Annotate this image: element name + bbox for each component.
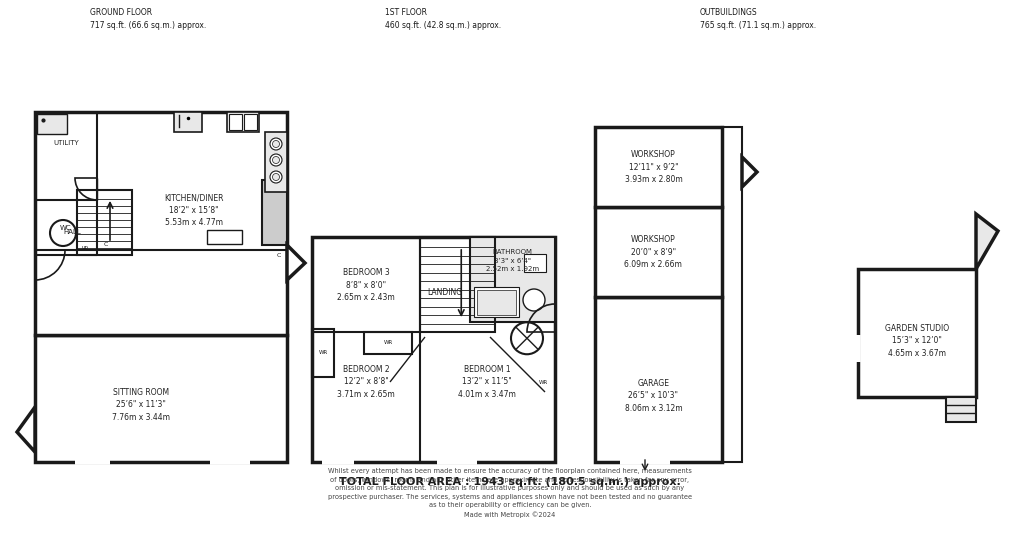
Text: TOTAL FLOOR AREA : 1943 sq.ft. (180.5 sq.m.) approx.: TOTAL FLOOR AREA : 1943 sq.ft. (180.5 sq… bbox=[338, 477, 681, 487]
Bar bbox=[594, 297, 721, 462]
Bar bbox=[312, 328, 333, 377]
Text: C: C bbox=[104, 242, 108, 247]
Bar bbox=[420, 237, 494, 332]
Bar bbox=[226, 112, 258, 132]
Circle shape bbox=[270, 138, 281, 150]
Text: BEDROOM 3
8’8" x 8’0"
2.65m x 2.43m: BEDROOM 3 8’8" x 8’0" 2.65m x 2.43m bbox=[337, 268, 394, 302]
Circle shape bbox=[270, 171, 281, 183]
Polygon shape bbox=[975, 214, 997, 269]
Bar bbox=[207, 230, 242, 244]
Text: OUTBUILDINGS
765 sq.ft. (71.1 sq.m.) approx.: OUTBUILDINGS 765 sq.ft. (71.1 sq.m.) app… bbox=[699, 8, 815, 29]
Circle shape bbox=[272, 140, 279, 147]
Text: WR: WR bbox=[538, 379, 547, 384]
Text: WR: WR bbox=[383, 340, 392, 345]
Polygon shape bbox=[17, 407, 35, 452]
Bar bbox=[244, 114, 256, 130]
Text: LANDING: LANDING bbox=[427, 287, 462, 296]
Text: WC: WC bbox=[60, 224, 71, 230]
Bar bbox=[524, 254, 545, 272]
Bar bbox=[477, 290, 516, 315]
Text: GARDEN STUDIO
15’3" x 12’0"
4.65m x 3.67m: GARDEN STUDIO 15’3" x 12’0" 4.65m x 3.67… bbox=[884, 324, 948, 358]
Polygon shape bbox=[286, 245, 305, 280]
Bar bbox=[857, 269, 975, 397]
Text: 1ST FLOOR
460 sq.ft. (42.8 sq.m.) approx.: 1ST FLOOR 460 sq.ft. (42.8 sq.m.) approx… bbox=[384, 8, 500, 29]
Bar bbox=[35, 112, 286, 335]
Text: BEDROOM 2
12’2" x 8’8"
3.71m x 2.65m: BEDROOM 2 12’2" x 8’8" 3.71m x 2.65m bbox=[337, 365, 394, 399]
Bar bbox=[594, 207, 721, 297]
Bar bbox=[721, 127, 741, 462]
Text: GROUND FLOOR
717 sq.ft. (66.6 sq.m.) approx.: GROUND FLOOR 717 sq.ft. (66.6 sq.m.) app… bbox=[90, 8, 206, 29]
Text: C: C bbox=[276, 253, 281, 257]
Bar bbox=[265, 132, 286, 192]
Bar bbox=[364, 332, 412, 354]
Bar bbox=[228, 114, 242, 130]
Text: UTILITY: UTILITY bbox=[53, 140, 78, 146]
Polygon shape bbox=[741, 157, 756, 187]
Text: KITCHEN/DINER
18’2" x 15’8"
5.53m x 4.77m: KITCHEN/DINER 18’2" x 15’8" 5.53m x 4.77… bbox=[164, 193, 223, 227]
Bar bbox=[173, 112, 202, 132]
Text: GARAGE
26’5" x 10’3"
8.06m x 3.12m: GARAGE 26’5" x 10’3" 8.06m x 3.12m bbox=[624, 379, 682, 413]
Bar bbox=[35, 335, 286, 462]
Bar bbox=[312, 237, 554, 462]
Text: SITTING ROOM
25’6" x 11’3"
7.76m x 3.44m: SITTING ROOM 25’6" x 11’3" 7.76m x 3.44m bbox=[112, 388, 170, 422]
Text: WORKSHOP
12’11" x 9’2"
3.93m x 2.80m: WORKSHOP 12’11" x 9’2" 3.93m x 2.80m bbox=[624, 150, 682, 184]
Bar bbox=[594, 127, 721, 207]
Bar bbox=[76, 190, 131, 255]
Text: WR: WR bbox=[318, 350, 327, 355]
Bar bbox=[474, 287, 519, 317]
Circle shape bbox=[272, 157, 279, 164]
Bar bbox=[262, 180, 286, 245]
Circle shape bbox=[272, 173, 279, 180]
Text: BEDROOM 1
13’2" x 11’5"
4.01m x 3.47m: BEDROOM 1 13’2" x 11’5" 4.01m x 3.47m bbox=[458, 365, 516, 399]
Text: HALL: HALL bbox=[63, 229, 81, 235]
Text: BATHROOM
8’3" x 6’4"
2.52m x 1.92m: BATHROOM 8’3" x 6’4" 2.52m x 1.92m bbox=[485, 249, 538, 272]
Text: Whilst every attempt has been made to ensure the accuracy of the floorplan conta: Whilst every attempt has been made to en… bbox=[328, 468, 691, 518]
Text: WORKSHOP
20’0" x 8’9"
6.09m x 2.66m: WORKSHOP 20’0" x 8’9" 6.09m x 2.66m bbox=[624, 235, 682, 269]
Circle shape bbox=[523, 289, 544, 311]
Circle shape bbox=[50, 220, 76, 246]
Polygon shape bbox=[945, 397, 975, 422]
Text: up: up bbox=[82, 244, 89, 249]
Bar bbox=[37, 114, 67, 134]
Bar bbox=[470, 237, 554, 322]
Circle shape bbox=[270, 154, 281, 166]
